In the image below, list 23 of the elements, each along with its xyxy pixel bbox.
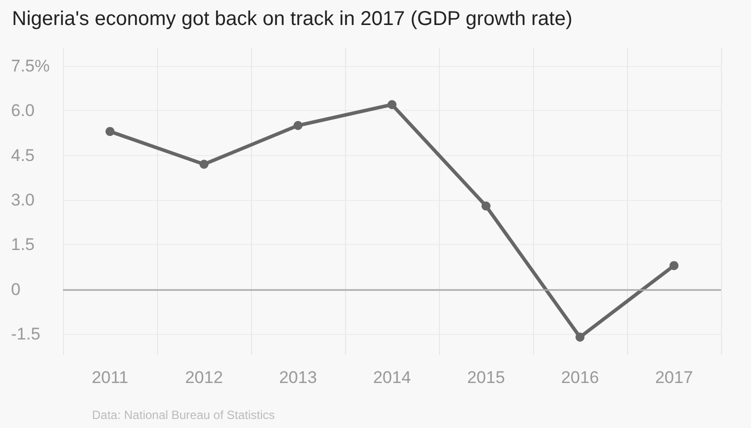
y-tick-label: 4.5	[11, 146, 35, 165]
x-tick-label: 2013	[279, 368, 317, 387]
point	[388, 100, 396, 110]
x-tick-label: 2015	[467, 368, 505, 387]
x-tick-label: 2017	[655, 368, 693, 387]
text: Data: National Bureau of Statistics	[92, 408, 275, 422]
point	[294, 120, 302, 130]
point	[576, 332, 584, 342]
y-tick-label: -1.5	[11, 324, 40, 344]
point	[106, 126, 114, 136]
x-tick-label: 2012	[185, 368, 223, 387]
x-tick-label: 2014	[373, 368, 411, 387]
y-tick-label: 6.0	[11, 101, 35, 120]
point	[200, 160, 208, 169]
x-tick-label: 2016	[561, 368, 599, 387]
y-tick-label: 3.0	[11, 190, 35, 210]
point	[670, 261, 678, 270]
y-tick-label: 7.5%	[11, 56, 50, 76]
y-tick-label: 1.5	[11, 235, 35, 254]
point	[482, 201, 490, 210]
chart-title: Nigeria's economy got back on track in 2017 (GDP growth rate)	[12, 8, 572, 31]
y-tick-label: 0	[11, 280, 20, 299]
x-tick-label: 2011	[92, 368, 128, 387]
